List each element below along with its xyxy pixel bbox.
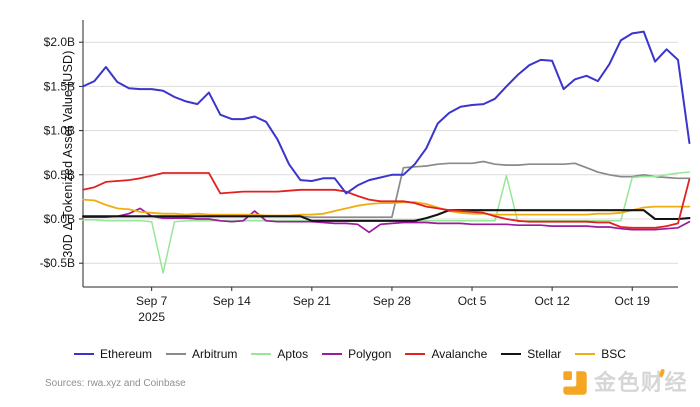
y-tick-label: $1.0B (44, 124, 75, 138)
legend-item-bsc: BSC (575, 347, 626, 361)
legend-marker-ethereum (74, 353, 95, 355)
y-tick-label: $0.5B (44, 168, 75, 182)
x-tick-label: Sep 28 (373, 294, 411, 308)
legend-label-polygon: Polygon (348, 347, 392, 361)
legend-marker-bsc (575, 353, 596, 355)
y-axis-label: 30D Δ Tokenized Asset Value (USD) (61, 50, 75, 258)
legend-label-bsc: BSC (601, 347, 626, 361)
series-line-polygon (82, 207, 691, 234)
legend-label-ethereum: Ethereum (100, 347, 153, 361)
legend-marker-arbitrum (166, 353, 187, 355)
legend-marker-stellar (501, 353, 522, 355)
legend-item-avalanche: Avalanche (405, 347, 487, 361)
brand-logo: 金色财经 (562, 368, 688, 398)
chart-plot-area: $2.0B $1.5B $1.0B $0.5B $0.0B -$0.5B Sep 7 2025… (40, 20, 691, 324)
legend-label-stellar: Stellar (527, 347, 562, 361)
legend: Ethereum Arbitrum Aptos Polygon Avalanche Ste… (0, 344, 700, 364)
series-line-ethereum (82, 30, 691, 195)
legend-item-ethereum: Ethereum (74, 347, 152, 361)
series-line-stellar (81, 209, 691, 222)
legend-marker-polygon (322, 353, 343, 355)
series-line-arbitrum (82, 160, 691, 219)
legend-item-arbitrum: Arbitrum (166, 347, 237, 361)
x-tick-label: Sep 14 (213, 294, 251, 308)
x-tick-label: Oct 5 (458, 294, 487, 308)
legend-item-aptos: Aptos (251, 347, 308, 361)
x-tick-year-label: 2025 (138, 310, 165, 324)
x-tick-label: Oct 19 (615, 294, 651, 308)
legend-label-arbitrum: Arbitrum (192, 347, 238, 361)
y-tick-label: -$0.5B (40, 256, 75, 270)
legend-marker-aptos (251, 353, 272, 355)
x-tick-label: Sep 7 (136, 294, 168, 308)
brand-logo-text: 金色财经 (593, 370, 688, 395)
legend-marker-avalanche (405, 353, 426, 355)
legend-label-avalanche: Avalanche (431, 347, 488, 361)
x-tick-label: Sep 21 (293, 294, 331, 308)
x-tick-label: Oct 12 (534, 294, 570, 308)
brand-logo-icon (563, 371, 587, 395)
series-line-avalanche (82, 172, 691, 229)
sources-text: Sources: rwa.xyz and Coinbase (45, 378, 186, 389)
y-tick-label: $2.0B (44, 35, 75, 49)
legend-label-aptos: Aptos (277, 347, 309, 361)
series-line-bsc (82, 198, 691, 217)
y-tick-label: $1.5B (44, 79, 75, 93)
legend-item-polygon: Polygon (322, 347, 391, 361)
legend-item-stellar: Stellar (501, 347, 561, 361)
y-tick-label: $0.0B (44, 212, 75, 226)
